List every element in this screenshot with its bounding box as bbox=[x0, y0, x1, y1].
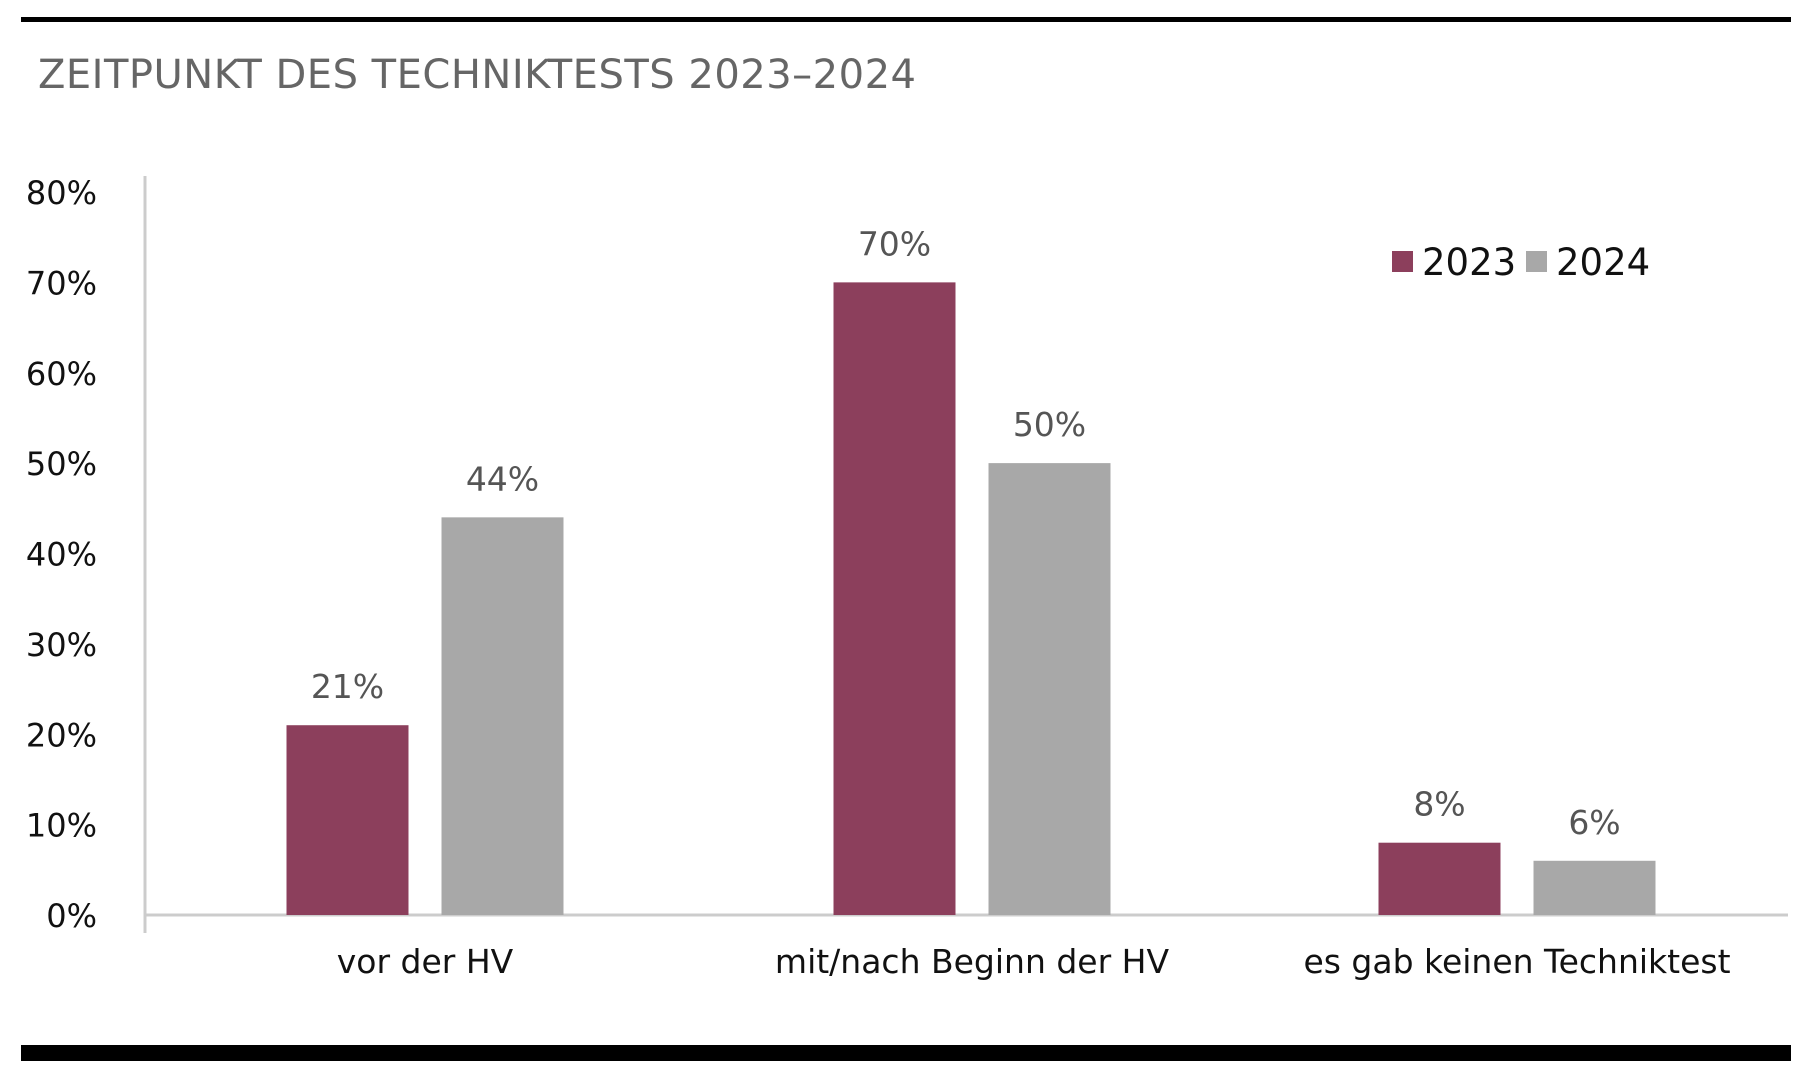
y-tick-label: 70% bbox=[26, 264, 97, 302]
chart-title: ZEITPUNKT DES TECHNIKTESTS 2023–2024 bbox=[38, 52, 917, 98]
bar-2023-2 bbox=[833, 282, 956, 915]
legend-label-2024: 2024 bbox=[1556, 241, 1650, 284]
y-tick-label: 30% bbox=[26, 626, 97, 664]
y-tick-label: 10% bbox=[26, 807, 97, 845]
y-tick-label: 20% bbox=[26, 716, 97, 754]
legend-swatch-2024 bbox=[1526, 251, 1547, 272]
bar-2024-3 bbox=[1533, 860, 1656, 915]
bar-2023-1 bbox=[286, 725, 409, 915]
bottom-rule bbox=[21, 1045, 1791, 1061]
data-label-2024-3: 6% bbox=[1568, 803, 1620, 842]
x-axis: vor der HV mit/nach Beginn der HV es gab k… bbox=[145, 913, 1788, 981]
y-tick-label: 0% bbox=[46, 897, 97, 935]
legend-swatch-2023 bbox=[1392, 251, 1413, 272]
y-axis: 0% 10% 20% 30% 40% 50% 60% 70% 80% bbox=[26, 174, 147, 935]
bar-2024-2 bbox=[988, 463, 1111, 915]
legend: 2023 2024 bbox=[1392, 241, 1650, 284]
bars bbox=[286, 282, 1656, 915]
data-label-2023-2: 70% bbox=[858, 224, 931, 263]
y-tick-label: 80% bbox=[26, 174, 97, 212]
data-label-2023-3: 8% bbox=[1413, 785, 1465, 824]
y-tick-label: 60% bbox=[26, 355, 97, 393]
x-category-label: es gab keinen Techniktest bbox=[1303, 942, 1730, 981]
data-label-2024-2: 50% bbox=[1013, 405, 1086, 444]
data-label-2023-1: 21% bbox=[311, 667, 384, 706]
top-rule bbox=[21, 17, 1791, 22]
data-label-2024-1: 44% bbox=[466, 459, 539, 498]
x-category-label: mit/nach Beginn der HV bbox=[775, 942, 1170, 981]
bar-2023-3 bbox=[1378, 842, 1501, 915]
data-labels: 21% 70% 8% 44% 50% 6% bbox=[311, 224, 1621, 841]
y-tick-label: 40% bbox=[26, 536, 97, 574]
y-tick-label: 50% bbox=[26, 445, 97, 483]
x-category-label: vor der HV bbox=[337, 942, 514, 981]
bar-2024-1 bbox=[441, 517, 564, 915]
legend-label-2023: 2023 bbox=[1422, 241, 1516, 284]
